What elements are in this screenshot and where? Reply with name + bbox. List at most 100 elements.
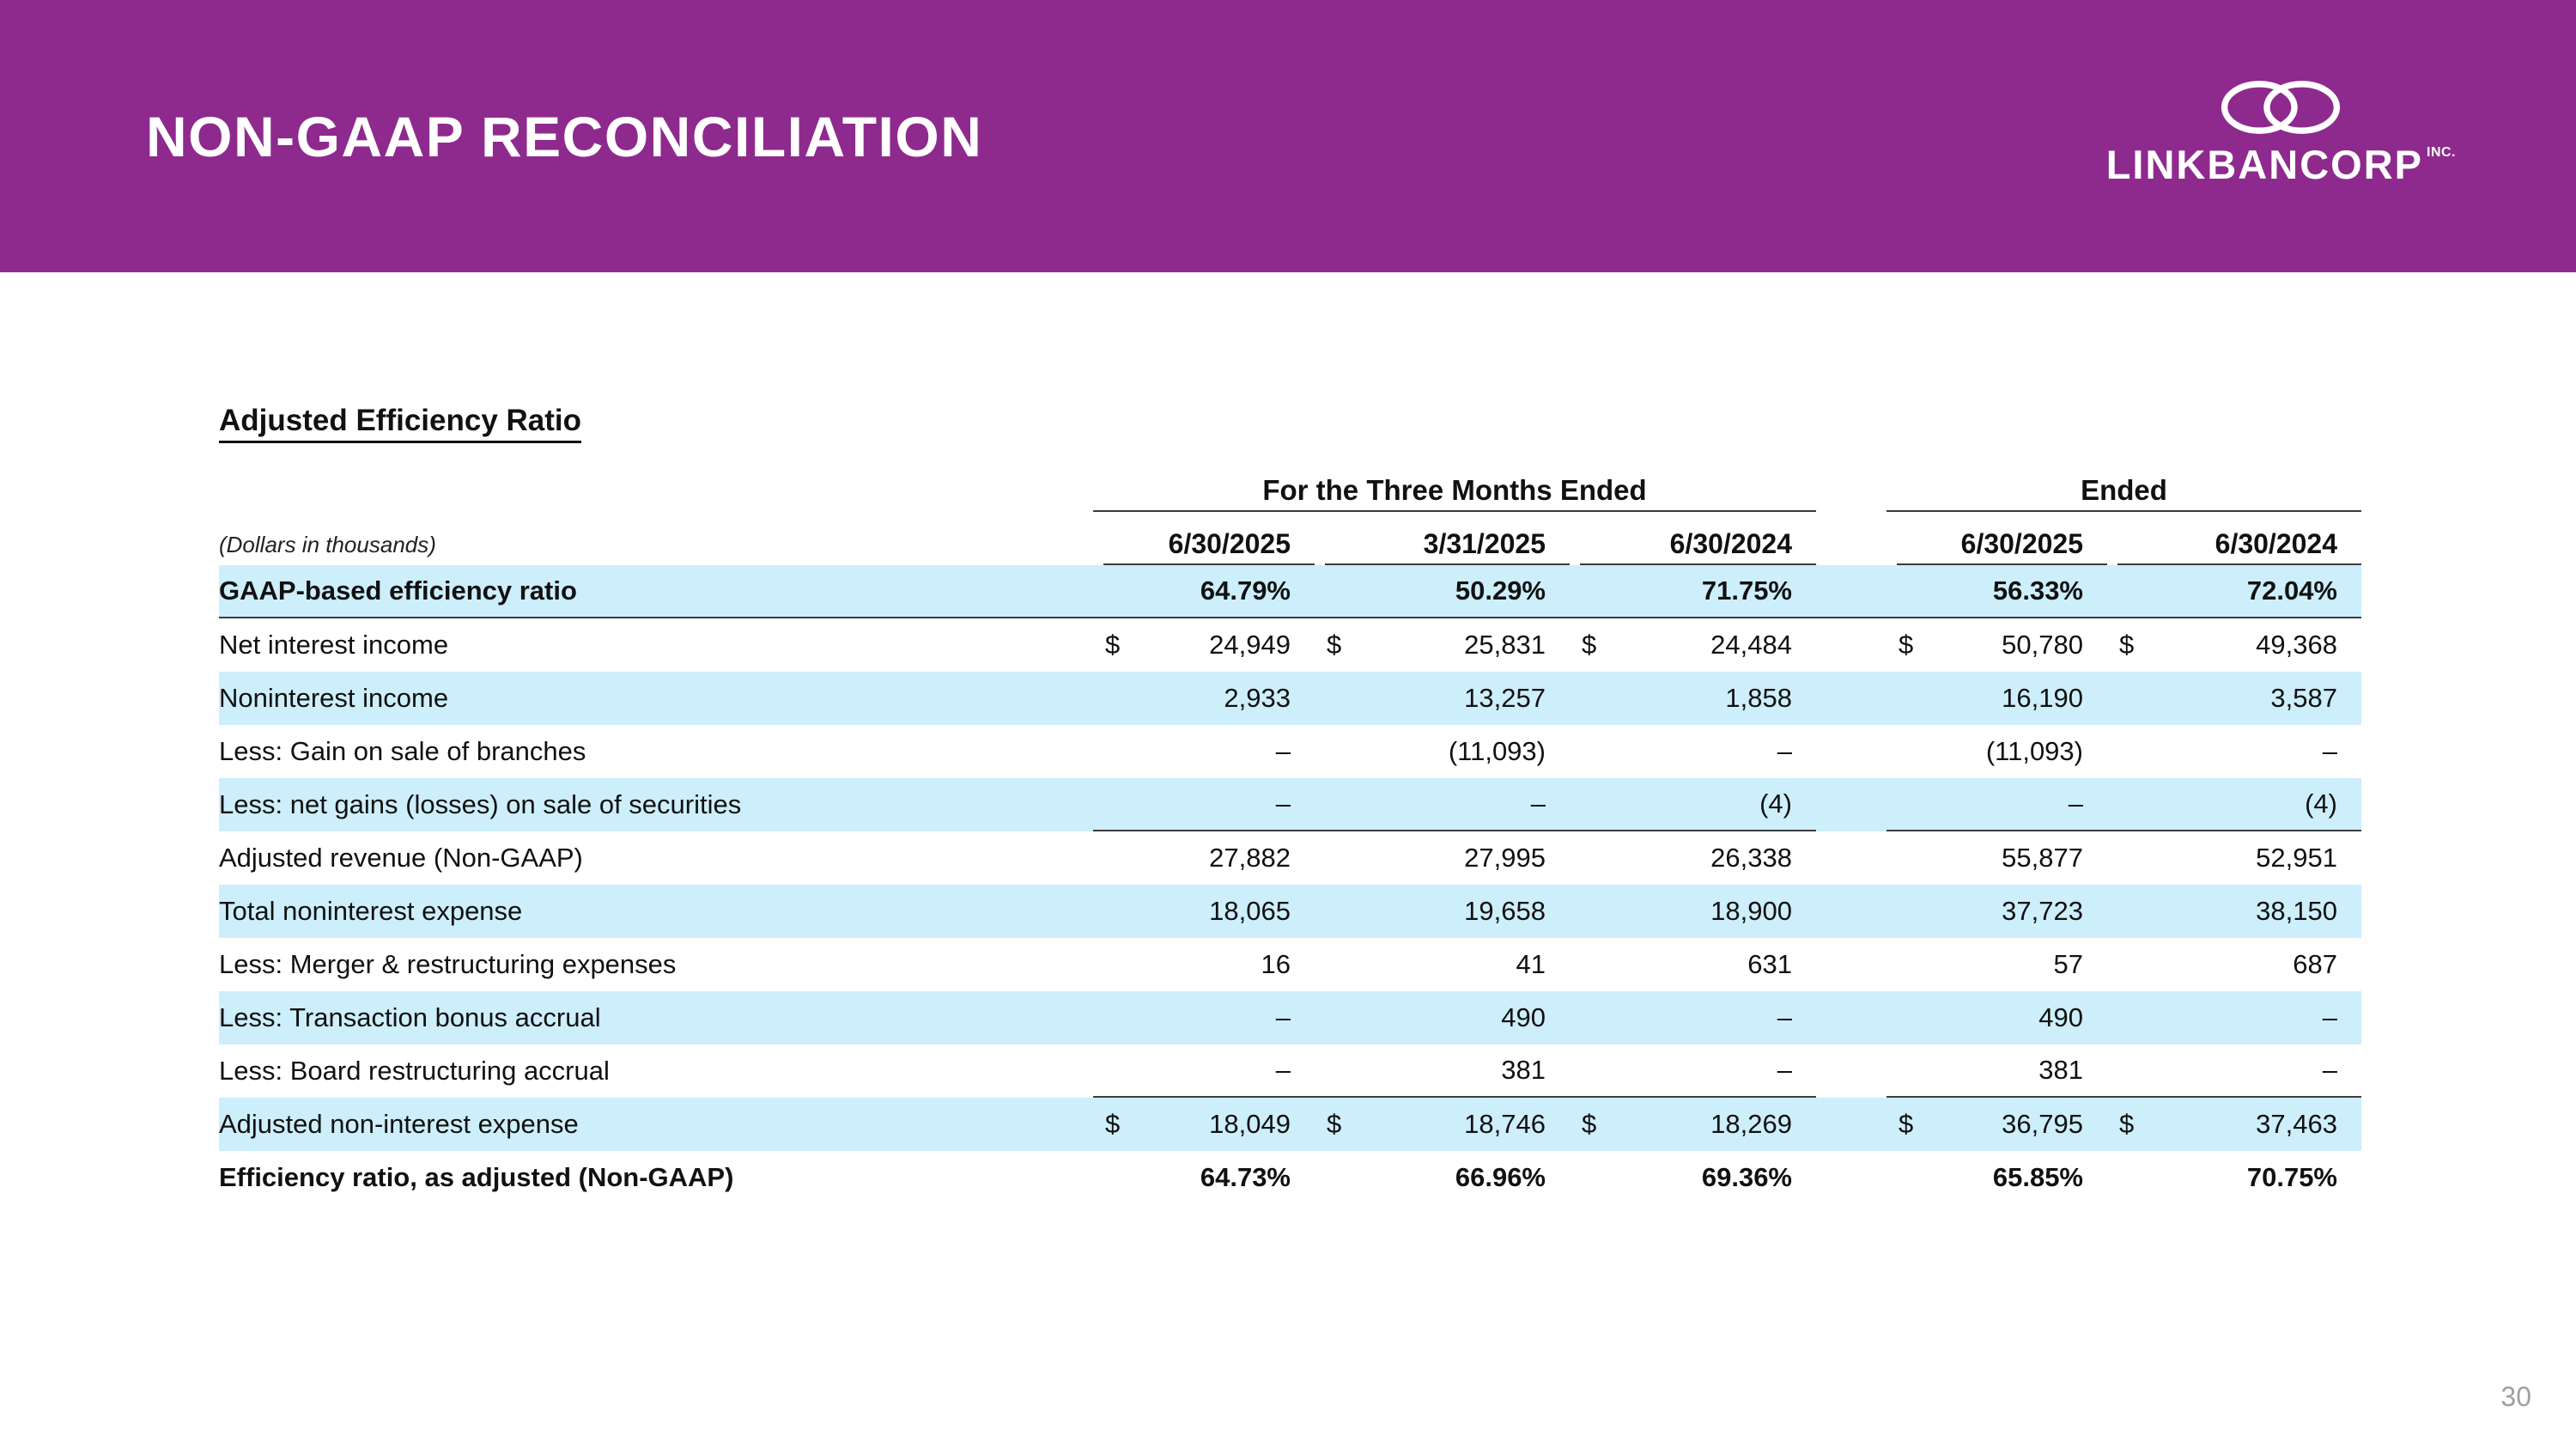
row-value: 71.75% xyxy=(1570,565,1816,617)
row-label: Less: net gains (losses) on sale of secu… xyxy=(219,789,742,819)
row-value: 70.75% xyxy=(2107,1151,2361,1204)
row-value: 381 xyxy=(1886,1044,2107,1098)
cell-value: 490 xyxy=(1501,1002,1546,1032)
row-value: $36,795 xyxy=(1886,1098,2107,1151)
cell-value: 16 xyxy=(1261,949,1291,979)
cell-value: 3,587 xyxy=(2270,683,2337,713)
table-area: Adjusted Efficiency Ratio For the Three … xyxy=(219,404,2374,1204)
row-value: 381 xyxy=(1315,1044,1570,1098)
row-value: 631 xyxy=(1570,938,1816,991)
row-value: $24,949 xyxy=(1093,618,1315,672)
cell-value: – xyxy=(2322,1002,2337,1032)
row-label: Net interest income xyxy=(219,630,449,660)
row-value: – xyxy=(2107,725,2361,778)
row-label: Total noninterest expense xyxy=(219,896,523,926)
cell-value: 381 xyxy=(1501,1055,1546,1085)
row-label: Adjusted non-interest expense xyxy=(219,1109,579,1139)
column-header: 6/30/2024 xyxy=(2117,512,2361,565)
cell-value: 16,190 xyxy=(2002,683,2083,713)
row-label: Less: Merger & restructuring expenses xyxy=(219,949,677,979)
row-value: 57 xyxy=(1886,938,2107,991)
row-value: – xyxy=(1315,778,1570,831)
cell-value: 13,257 xyxy=(1464,683,1546,713)
table-row: Adjusted non-interest expense $18,049 $18,… xyxy=(219,1098,2361,1151)
cell-value: – xyxy=(2322,1055,2337,1085)
row-value: – xyxy=(1093,991,1315,1044)
table-row: Adjusted revenue (Non-GAAP) 27,882 27,995 2… xyxy=(219,831,2361,885)
row-value: – xyxy=(1886,778,2107,831)
cell-value: – xyxy=(1530,788,1546,819)
cell-value: 55,877 xyxy=(2002,843,2083,873)
row-value: 18,900 xyxy=(1570,885,1816,938)
table-row: Net interest income $24,949 $25,831 $24,484… xyxy=(219,618,2361,672)
dollar-sign: $ xyxy=(1327,1109,1342,1139)
cell-value: 27,995 xyxy=(1464,843,1546,873)
dollar-sign: $ xyxy=(1582,630,1597,660)
table-row: Less: Board restructuring accrual – 381 – 38… xyxy=(219,1044,2361,1098)
cell-value: 24,949 xyxy=(1209,630,1291,660)
table-row: Efficiency ratio, as adjusted (Non-GAAP)… xyxy=(219,1151,2361,1204)
cell-value: – xyxy=(1275,1002,1291,1032)
row-value: 490 xyxy=(1886,991,2107,1044)
row-value: $49,368 xyxy=(2107,618,2361,672)
logo-suffix: INC. xyxy=(2427,145,2456,160)
row-value: (11,093) xyxy=(1886,725,2107,778)
cell-value: 38,150 xyxy=(2256,896,2337,926)
cell-value: 687 xyxy=(2293,949,2337,979)
cell-value: 18,746 xyxy=(1464,1109,1546,1139)
cell-value: 18,049 xyxy=(1209,1109,1291,1139)
row-value: (4) xyxy=(2107,778,2361,831)
row-value: 66.96% xyxy=(1315,1151,1570,1204)
row-label: Less: Transaction bonus accrual xyxy=(219,1002,601,1032)
units-note: (Dollars in thousands) xyxy=(219,532,436,557)
dollar-sign: $ xyxy=(1899,1109,1914,1139)
row-value: 18,065 xyxy=(1093,885,1315,938)
table-row: GAAP-based efficiency ratio 64.79% 50.29% 7… xyxy=(219,565,2361,618)
dollar-sign: $ xyxy=(2119,630,2135,660)
row-label: Noninterest income xyxy=(219,683,449,713)
page-number: 30 xyxy=(2500,1381,2531,1412)
cell-value: 56.33% xyxy=(1992,575,2083,606)
row-value: $18,746 xyxy=(1315,1098,1570,1151)
cell-value: 631 xyxy=(1747,949,1792,979)
row-value: 41 xyxy=(1315,938,1570,991)
cell-value: (11,093) xyxy=(1985,736,2083,766)
row-value: (4) xyxy=(1570,778,1816,831)
dollar-sign: $ xyxy=(1105,630,1121,660)
cell-value: – xyxy=(1275,1055,1291,1085)
row-value: 50.29% xyxy=(1315,565,1570,617)
cell-value: 25,831 xyxy=(1464,630,1546,660)
cell-value: 27,882 xyxy=(1209,843,1291,873)
logo-rings-icon xyxy=(2221,81,2341,134)
cell-value: – xyxy=(1777,736,1792,766)
page-title: NON-GAAP RECONCILIATION xyxy=(146,104,983,168)
row-label: Efficiency ratio, as adjusted (Non-GAAP) xyxy=(219,1162,734,1192)
row-value: 38,150 xyxy=(2107,885,2361,938)
cell-value: 381 xyxy=(2038,1055,2083,1085)
row-value: 72.04% xyxy=(2107,565,2361,617)
group-header: For the Three Months Ended xyxy=(1093,462,1816,512)
cell-value: 18,065 xyxy=(1209,896,1291,926)
row-value: (11,093) xyxy=(1315,725,1570,778)
dollar-sign: $ xyxy=(1327,630,1342,660)
cell-value: – xyxy=(1777,1055,1792,1085)
cell-value: – xyxy=(1777,1002,1792,1032)
row-value: 52,951 xyxy=(2107,831,2361,885)
row-value: 37,723 xyxy=(1886,885,2107,938)
cell-value: 37,463 xyxy=(2256,1109,2337,1139)
cell-value: 69.36% xyxy=(1701,1162,1792,1192)
cell-value: 37,723 xyxy=(2002,896,2083,926)
row-label: Less: Gain on sale of branches xyxy=(219,736,586,766)
cell-value: 1,858 xyxy=(1725,683,1792,713)
table-row: Less: Gain on sale of branches – (11,093) –… xyxy=(219,725,2361,778)
cell-value: 70.75% xyxy=(2246,1162,2337,1192)
cell-value: 49,368 xyxy=(2256,630,2337,660)
cell-value: 64.79% xyxy=(1200,575,1291,606)
cell-value: 66.96% xyxy=(1455,1162,1546,1192)
cell-value: 41 xyxy=(1516,949,1546,979)
column-header: 6/30/2024 xyxy=(1580,512,1816,565)
row-value: 19,658 xyxy=(1315,885,1570,938)
table-row: Total noninterest expense 18,065 19,658 18,… xyxy=(219,885,2361,938)
row-value: – xyxy=(1093,725,1315,778)
